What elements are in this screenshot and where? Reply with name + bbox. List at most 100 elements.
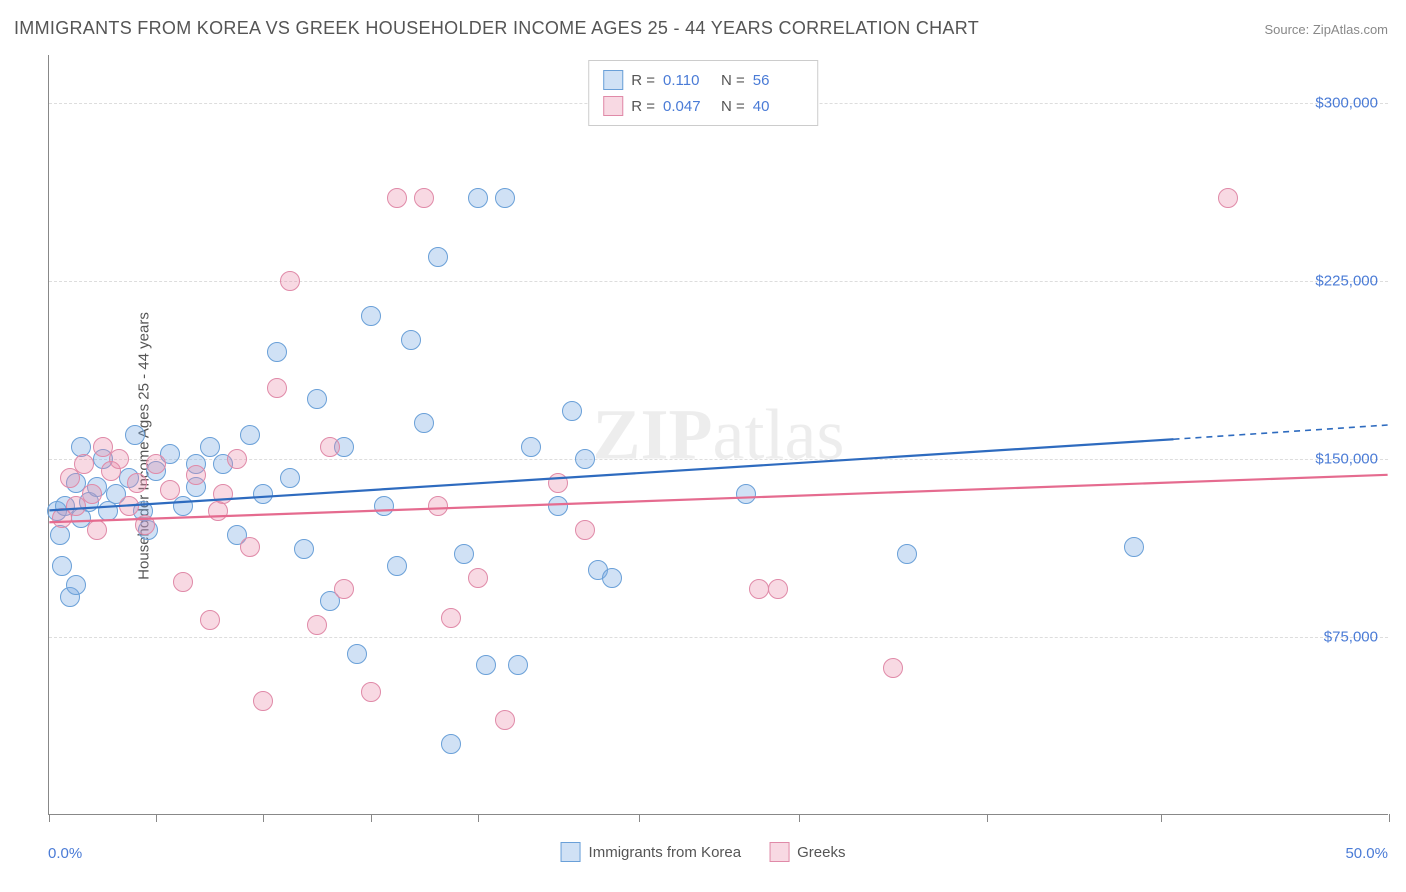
- plot-area: ZIPatlas $75,000 $150,000 $225,000 $300,000: [48, 55, 1388, 815]
- legend-series-item-1: Greeks: [769, 842, 845, 862]
- y-tick-label: $300,000: [1315, 94, 1378, 111]
- legend-n-value-0: 56: [753, 72, 803, 89]
- data-point: [736, 484, 756, 504]
- data-point: [307, 615, 327, 635]
- x-tick: [156, 814, 157, 822]
- data-point: [749, 579, 769, 599]
- legend-n-value-1: 40: [753, 98, 803, 115]
- data-point: [508, 655, 528, 675]
- data-point: [387, 556, 407, 576]
- data-point: [280, 271, 300, 291]
- data-point: [548, 496, 568, 516]
- legend-series-label-0: Immigrants from Korea: [589, 844, 742, 861]
- data-point: [454, 544, 474, 564]
- legend-swatch-1: [603, 96, 623, 116]
- legend-r-label-1: R =: [631, 98, 655, 115]
- x-tick: [1161, 814, 1162, 822]
- y-tick-label: $150,000: [1315, 450, 1378, 467]
- x-tick: [263, 814, 264, 822]
- data-point: [602, 568, 622, 588]
- data-point: [82, 484, 102, 504]
- data-point: [1124, 537, 1144, 557]
- data-point: [186, 465, 206, 485]
- x-tick: [987, 814, 988, 822]
- y-tick-label: $75,000: [1324, 628, 1378, 645]
- legend-stats: R = 0.110 N = 56 R = 0.047 N = 40: [588, 60, 818, 126]
- data-point: [334, 579, 354, 599]
- legend-r-label-0: R =: [631, 72, 655, 89]
- data-point: [119, 496, 139, 516]
- x-tick: [49, 814, 50, 822]
- gridline: [49, 281, 1388, 282]
- data-point: [200, 610, 220, 630]
- gridline: [49, 637, 1388, 638]
- data-point: [240, 425, 260, 445]
- data-point: [401, 330, 421, 350]
- trend-line: [49, 475, 1387, 522]
- legend-stats-row-0: R = 0.110 N = 56: [603, 67, 803, 93]
- data-point: [897, 544, 917, 564]
- data-point: [320, 437, 340, 457]
- data-point: [307, 389, 327, 409]
- data-point: [267, 342, 287, 362]
- watermark: ZIPatlas: [593, 393, 845, 476]
- data-point: [387, 188, 407, 208]
- data-point: [441, 734, 461, 754]
- data-point: [280, 468, 300, 488]
- gridline: [49, 459, 1388, 460]
- x-tick: [371, 814, 372, 822]
- data-point: [135, 515, 155, 535]
- data-point: [173, 496, 193, 516]
- data-point: [267, 378, 287, 398]
- data-point: [468, 188, 488, 208]
- data-point: [768, 579, 788, 599]
- x-axis-max-label: 50.0%: [1345, 845, 1388, 862]
- legend-n-label-0: N =: [721, 72, 745, 89]
- data-point: [495, 188, 515, 208]
- data-point: [173, 572, 193, 592]
- y-tick-label: $225,000: [1315, 272, 1378, 289]
- x-tick: [478, 814, 479, 822]
- data-point: [294, 539, 314, 559]
- data-point: [361, 306, 381, 326]
- chart-title: IMMIGRANTS FROM KOREA VS GREEK HOUSEHOLD…: [14, 18, 979, 39]
- data-point: [414, 188, 434, 208]
- legend-series-label-1: Greeks: [797, 844, 845, 861]
- legend-n-label-1: N =: [721, 98, 745, 115]
- data-point: [495, 710, 515, 730]
- legend-series-swatch-0: [561, 842, 581, 862]
- data-point: [1218, 188, 1238, 208]
- data-point: [441, 608, 461, 628]
- data-point: [200, 437, 220, 457]
- watermark-bold: ZIP: [593, 394, 713, 474]
- data-point: [521, 437, 541, 457]
- data-point: [240, 537, 260, 557]
- source-attribution: Source: ZipAtlas.com: [1264, 22, 1388, 37]
- legend-series-swatch-1: [769, 842, 789, 862]
- legend-series: Immigrants from Korea Greeks: [561, 842, 846, 862]
- data-point: [548, 473, 568, 493]
- data-point: [160, 480, 180, 500]
- data-point: [414, 413, 434, 433]
- data-point: [253, 691, 273, 711]
- data-point: [208, 501, 228, 521]
- legend-stats-row-1: R = 0.047 N = 40: [603, 93, 803, 119]
- x-axis-min-label: 0.0%: [48, 845, 82, 862]
- data-point: [575, 520, 595, 540]
- data-point: [883, 658, 903, 678]
- data-point: [109, 449, 129, 469]
- data-point: [562, 401, 582, 421]
- legend-r-value-0: 0.110: [663, 72, 713, 89]
- data-point: [468, 568, 488, 588]
- data-point: [347, 644, 367, 664]
- data-point: [361, 682, 381, 702]
- data-point: [146, 454, 166, 474]
- x-tick: [1389, 814, 1390, 822]
- trend-line-dash: [1174, 425, 1388, 439]
- data-point: [575, 449, 595, 469]
- data-point: [428, 496, 448, 516]
- data-point: [87, 520, 107, 540]
- legend-swatch-0: [603, 70, 623, 90]
- x-tick: [639, 814, 640, 822]
- data-point: [125, 425, 145, 445]
